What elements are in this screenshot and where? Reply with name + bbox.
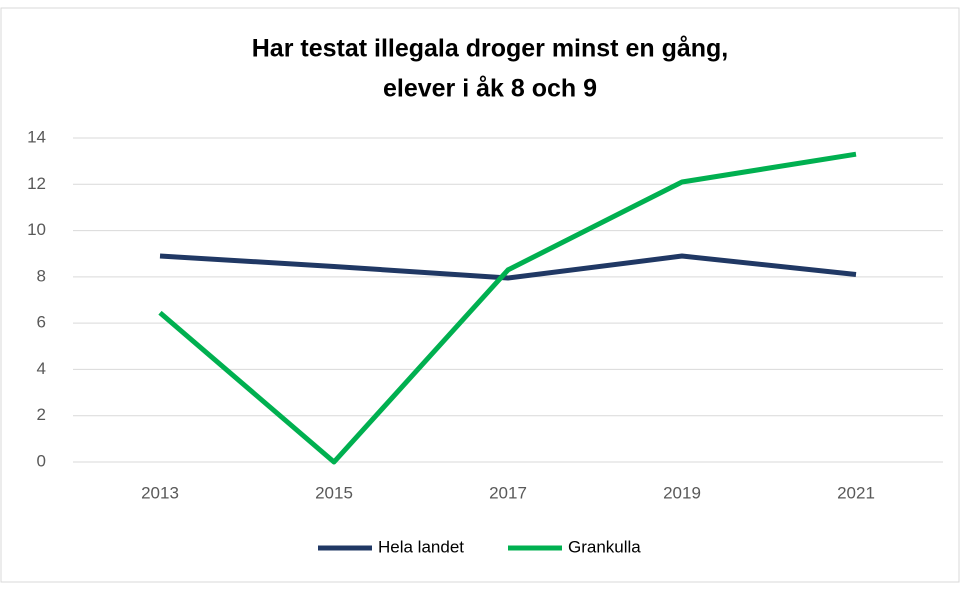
y-tick-label: 14 [27,127,46,146]
x-tick-label: 2019 [663,483,701,502]
legend-label: Grankulla [568,537,641,556]
y-tick-label: 0 [37,451,46,470]
chart-border [0,7,960,583]
y-tick-label: 2 [37,405,46,424]
x-tick-label: 2021 [837,483,875,502]
y-tick-label: 12 [27,174,46,193]
chart-title: elever i åk 8 och 9 [383,75,597,103]
data-line [159,253,857,281]
y-tick-label: 4 [37,359,46,378]
legend-label: Hela landet [378,537,464,556]
x-tick-label: 2013 [141,483,179,502]
x-tick-label: 2015 [315,483,353,502]
y-tick-label: 6 [37,313,46,332]
x-tick-label: 2017 [489,483,527,502]
y-tick-label: 8 [37,266,46,285]
chart-title: Har testat illegala droger minst en gång… [252,35,729,63]
data-line [158,151,857,465]
y-tick-label: 10 [27,220,46,239]
